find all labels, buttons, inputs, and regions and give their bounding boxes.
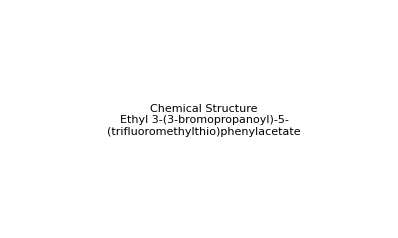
Text: Chemical Structure
Ethyl 3-(3-bromopropanoyl)-5-
(trifluoromethylthio)phenylacet: Chemical Structure Ethyl 3-(3-bromopropa… <box>107 104 301 137</box>
